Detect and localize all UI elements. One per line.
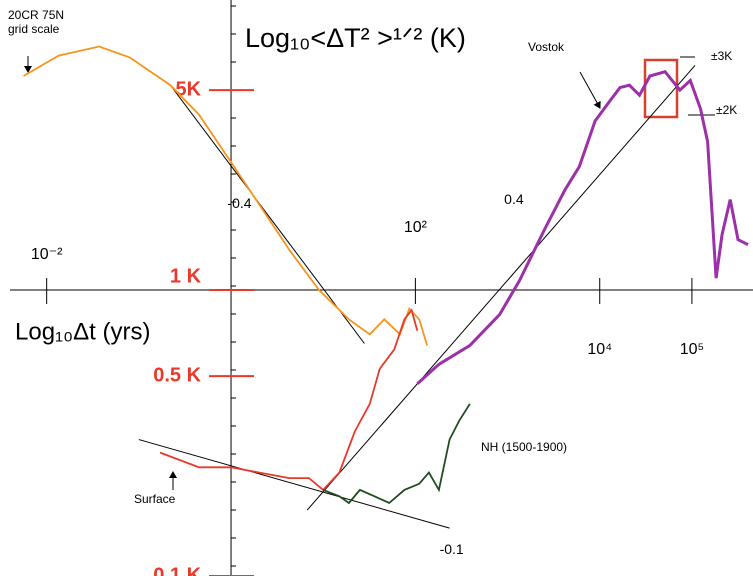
fit-line [170,84,365,344]
highlight-box [643,58,679,119]
series-label: 20CR 75N grid scale [8,8,65,36]
annotation: ±2K [716,103,737,117]
x-tick-label: 10⁵ [680,341,704,358]
arrow [579,71,601,109]
x-axis-label: Log₁₀Δt (yrs) [15,318,150,345]
series-label: Surface [134,492,176,506]
y-tick-label: 5K [175,78,201,100]
series-line [159,308,419,492]
y-tick-label: 0.5 K [153,364,201,386]
series-label: Vostok [528,40,565,54]
y-tick-label: 1 K [170,265,202,287]
series-label: NH (1500-1900) [481,440,568,454]
x-tick-label: 10⁻² [31,246,63,263]
fit-line [138,439,450,529]
chart-title: Log₁₀<ΔT² >¹ᐟ² (K) [245,23,466,53]
fit-label: 0.4 [504,191,524,207]
series-line [416,69,749,385]
fit-line [306,65,696,511]
y-tick-label: 0.1 K [153,564,201,576]
fit-label: -0.1 [440,541,464,557]
series-line [23,45,428,346]
x-tick-label: 10⁴ [587,341,612,358]
fit-label: -0.4 [227,195,251,211]
annotation: ±3K [711,49,732,63]
x-tick-label: 10² [404,219,428,236]
series-line [322,403,471,505]
